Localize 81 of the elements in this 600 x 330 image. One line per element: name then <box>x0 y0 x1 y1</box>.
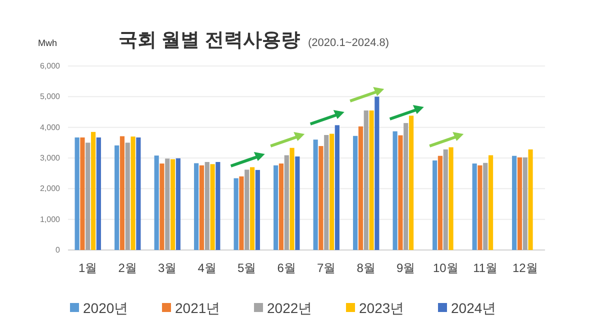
bar <box>472 164 477 250</box>
bar <box>404 123 408 250</box>
y-tick-label: 1,000 <box>40 214 61 224</box>
chart-subtitle: (2020.1~2024.8) <box>308 37 390 49</box>
bar <box>165 158 170 250</box>
bar <box>443 149 448 250</box>
bar <box>114 145 120 250</box>
bar <box>170 159 176 250</box>
bar <box>278 164 284 250</box>
bar <box>284 155 289 250</box>
bar <box>74 137 80 250</box>
bar <box>136 137 141 250</box>
bar <box>244 170 250 250</box>
bar <box>199 165 204 250</box>
x-tick-label: 3월 <box>158 261 177 275</box>
legend-label: 2023년 <box>359 300 404 316</box>
bar <box>130 136 136 250</box>
bar <box>398 135 403 250</box>
bar <box>512 156 517 250</box>
bar <box>204 162 210 250</box>
bar <box>364 110 368 250</box>
y-axis-title: Mwh <box>38 38 58 48</box>
bar <box>329 134 334 250</box>
x-tick-label: 8월 <box>356 261 376 275</box>
x-tick-label: 4월 <box>198 261 216 275</box>
bar <box>522 157 528 250</box>
bar <box>432 160 438 250</box>
bar <box>334 125 340 250</box>
bar <box>392 131 398 250</box>
x-tick-label: 12월 <box>512 261 538 275</box>
y-tick-label: 3,000 <box>40 154 61 163</box>
bar <box>448 147 454 250</box>
y-tick-label: 0 <box>56 246 61 255</box>
bar <box>86 142 90 250</box>
bar <box>210 164 215 250</box>
bar <box>194 163 199 250</box>
legend-label: 2020년 <box>83 300 128 316</box>
bar <box>517 157 522 250</box>
bar <box>290 148 294 250</box>
bar <box>216 162 220 250</box>
bar <box>358 126 364 250</box>
bar <box>353 136 358 250</box>
bar <box>96 137 101 250</box>
y-tick-label: 2,000 <box>40 184 61 194</box>
bar <box>120 136 125 250</box>
bar <box>255 170 260 250</box>
y-tick-label: 6,000 <box>40 62 61 71</box>
x-tick-label: 9월 <box>396 261 416 275</box>
legend-label: 2021년 <box>175 300 220 316</box>
bar <box>80 137 85 250</box>
legend-label: 2022년 <box>267 300 312 316</box>
bar <box>528 149 533 250</box>
x-tick-label: 2월 <box>118 261 137 275</box>
bar <box>295 156 300 250</box>
bar <box>478 165 482 250</box>
x-tick-label: 10월 <box>432 261 458 275</box>
bar <box>250 167 255 250</box>
legend-label: 2024년 <box>451 300 496 316</box>
x-tick-label: 7월 <box>317 261 336 275</box>
bar <box>160 164 164 250</box>
x-tick-label: 5월 <box>238 261 256 275</box>
chart-title: 국회 월별 전력사용량 <box>118 30 300 51</box>
bar <box>239 176 244 250</box>
bar <box>313 140 318 250</box>
bar <box>438 156 443 250</box>
bar <box>324 135 329 250</box>
x-tick-label: 11월 <box>473 261 498 275</box>
y-tick-label: 5,000 <box>40 92 61 102</box>
bar <box>488 155 494 250</box>
bar <box>408 116 414 250</box>
bar <box>176 158 180 250</box>
x-tick-label: 6월 <box>277 261 296 275</box>
bar <box>154 156 159 250</box>
bar <box>274 165 278 250</box>
bar <box>483 162 488 250</box>
bar <box>125 142 130 250</box>
y-tick-label: 4,000 <box>40 122 61 132</box>
bar <box>318 146 324 250</box>
bar <box>234 178 238 250</box>
bar <box>90 132 96 250</box>
x-tick-label: 1월 <box>78 261 98 275</box>
